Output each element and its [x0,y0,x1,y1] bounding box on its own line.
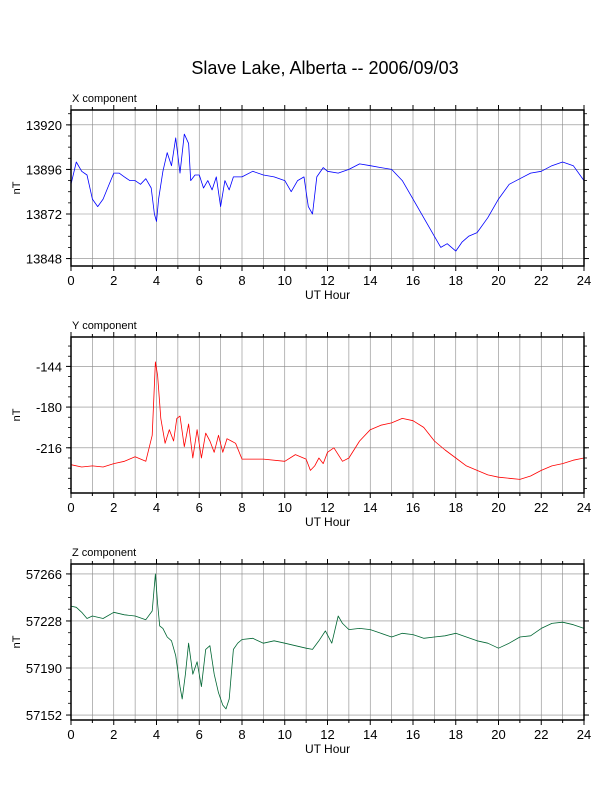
x-tick-label: 6 [196,500,203,515]
x-tick-label: 22 [534,273,548,288]
x-tick-label: 16 [406,727,420,742]
x-tick-label: 0 [67,500,74,515]
x-tick-label: 12 [320,727,334,742]
x-tick-label: 8 [238,727,245,742]
y-tick-label: -216 [36,441,62,456]
y-axis-label: nT [11,635,23,648]
x-axis-label: UT Hour [305,288,350,302]
x-tick-label: 10 [278,727,292,742]
panel-label: Y component [72,320,137,332]
x-tick-label: 4 [153,500,160,515]
series-line [70,361,585,480]
x-tick-label: 12 [320,500,334,515]
panel-label: X component [72,93,137,105]
x-tick-label: 4 [153,727,160,742]
x-tick-label: 24 [577,273,591,288]
x-tick-label: 20 [491,500,505,515]
x-tick-label: 14 [363,500,377,515]
x-tick-label: 6 [196,273,203,288]
plot-frame [70,563,585,721]
y-tick-label: 13872 [26,207,62,222]
x-tick-label: 6 [196,727,203,742]
x-tick-label: 10 [278,500,292,515]
x-tick-label: 12 [320,273,334,288]
x-tick-label: 16 [406,273,420,288]
plot-frame [70,336,585,494]
y-tick-label: -180 [36,400,62,415]
x-tick-label: 24 [577,727,591,742]
x-tick-label: 2 [110,273,117,288]
y-tick-label: 13920 [26,118,62,133]
y-tick-label: 13848 [26,252,62,267]
x-tick-label: 14 [363,273,377,288]
x-tick-label: 14 [363,727,377,742]
x-tick-label: 4 [153,273,160,288]
x-tick-label: 18 [449,500,463,515]
x-tick-label: 22 [534,500,548,515]
x-tick-label: 18 [449,273,463,288]
x-tick-label: 16 [406,500,420,515]
y-tick-label: -144 [36,359,62,374]
x-tick-label: 20 [491,273,505,288]
y-tick-label: 57190 [26,661,62,676]
x-tick-label: 8 [238,273,245,288]
x-tick-label: 22 [534,727,548,742]
panel-label: Z component [72,547,136,559]
x-tick-label: 8 [238,500,245,515]
y-axis-label: nT [11,408,23,421]
x-tick-label: 10 [278,273,292,288]
x-tick-label: 18 [449,727,463,742]
x-tick-label: 24 [577,500,591,515]
x-tick-label: 0 [67,727,74,742]
y-tick-label: 57152 [26,708,62,723]
x-tick-label: 2 [110,500,117,515]
x-tick-label: 0 [67,273,74,288]
chart-title: Slave Lake, Alberta -- 2006/09/03 [191,58,459,78]
x-axis-label: UT Hour [305,742,350,756]
x-tick-label: 20 [491,727,505,742]
series-line [70,573,585,710]
series-line [70,133,585,252]
y-tick-label: 57266 [26,567,62,582]
plot-frame [70,109,585,267]
y-axis-label: nT [11,181,23,194]
y-tick-label: 57228 [26,614,62,629]
x-axis-label: UT Hour [305,515,350,529]
x-tick-label: 2 [110,727,117,742]
y-tick-label: 13896 [26,162,62,177]
